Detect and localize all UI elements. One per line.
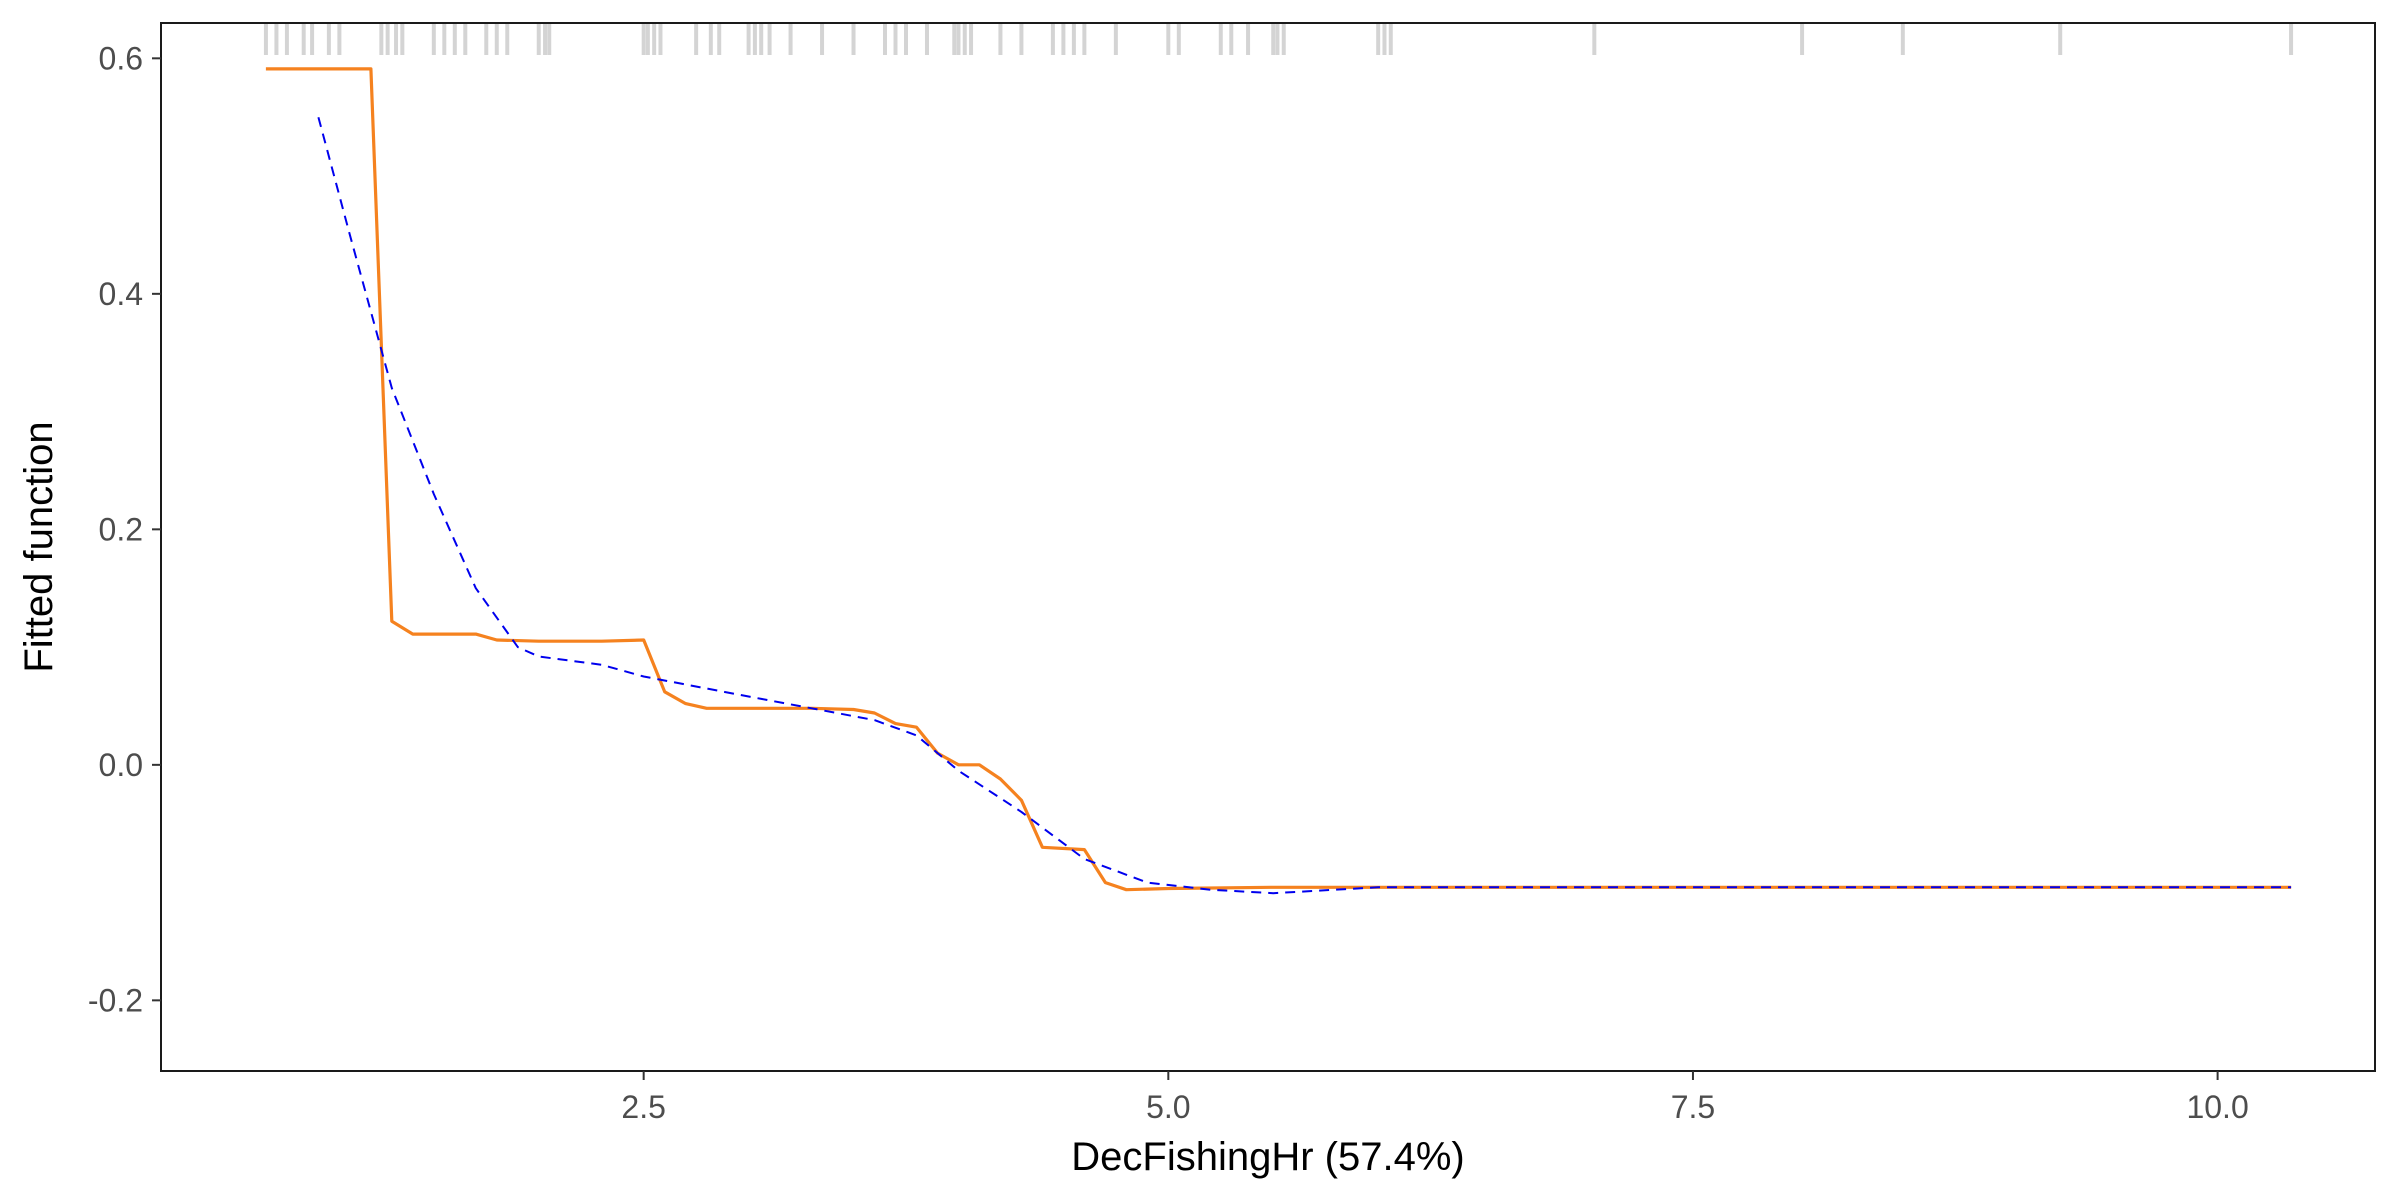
y-tick-label: -0.2	[88, 982, 143, 1018]
y-tick-label: 0.0	[99, 747, 143, 783]
y-tick-label: 0.2	[99, 511, 143, 547]
y-tick-label: 0.4	[99, 276, 143, 312]
x-tick-label: 2.5	[621, 1089, 665, 1125]
smoothed-fit-line	[317, 116, 2292, 895]
x-tick-label: 10.0	[2186, 1089, 2248, 1125]
rug-marks	[263, 23, 2294, 55]
y-axis-title: Fitted function	[17, 421, 61, 672]
plot-panel-border	[160, 22, 2376, 1072]
y-axis: 0.6 0.4 0.2 0.0 -0.2	[88, 40, 161, 1018]
x-tick-label: 5.0	[1146, 1089, 1190, 1125]
x-tick-label: 7.5	[1671, 1089, 1715, 1125]
y-tick-label: 0.6	[99, 40, 143, 76]
series-lines	[265, 67, 2292, 895]
x-axis: 2.5 5.0 7.5 10.0	[621, 1071, 2249, 1125]
fitted-function-line	[265, 67, 2292, 892]
x-axis-title: DecFishingHr (57.4%)	[1071, 1135, 1464, 1179]
